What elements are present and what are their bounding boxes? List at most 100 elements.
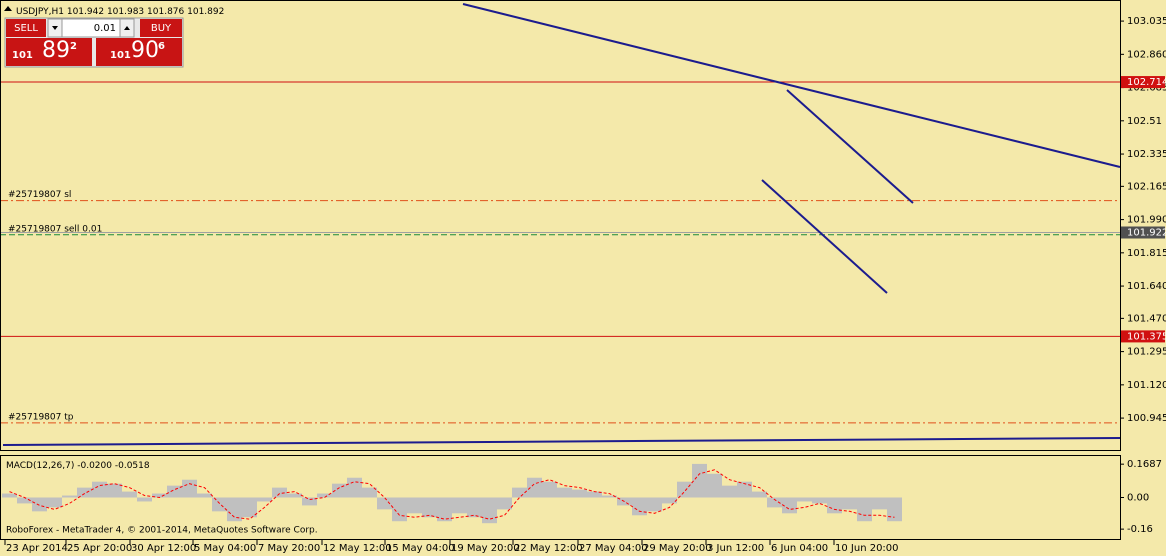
- macd-bar: [47, 497, 62, 508]
- lot-value[interactable]: 0.01: [94, 23, 116, 34]
- bid-label: 101.922: [1127, 228, 1166, 239]
- macd-bar: [557, 487, 572, 498]
- macd-bar: [482, 497, 497, 524]
- y-tick-label: 101.295: [1127, 347, 1166, 358]
- macd-bar: [587, 491, 602, 498]
- macd-bar: [137, 497, 152, 502]
- macd-bar: [167, 485, 182, 498]
- macd-bar: [452, 497, 467, 514]
- macd-bar: [287, 493, 302, 498]
- macd-bar: [77, 487, 92, 498]
- x-tick-label: 12 May 12:00: [323, 543, 392, 554]
- macd-pane: MACD(12,26,7) -0.0200 -0.0518: [2, 461, 902, 524]
- macd-bar: [602, 495, 617, 498]
- level-label: 102.714: [1127, 77, 1166, 88]
- x-tick-label: 22 May 12:00: [514, 543, 583, 554]
- macd-bar: [887, 497, 902, 522]
- lot-down-icon: [52, 26, 58, 30]
- macd-bar: [662, 497, 677, 504]
- macd-bar: [2, 493, 17, 498]
- x-tick-label: 25 Apr 20:00: [67, 543, 132, 554]
- macd-bar: [857, 497, 872, 522]
- sell-label[interactable]: SELL: [14, 23, 38, 34]
- macd-bar: [512, 487, 527, 498]
- macd-bar: [92, 481, 107, 498]
- low: 101.876: [147, 7, 184, 17]
- macd-bar: [722, 485, 737, 498]
- macd-bar: [122, 491, 137, 498]
- trend-line: [786, 89, 914, 204]
- macd-bar: [647, 497, 662, 512]
- order-label: #25719807 tp: [8, 412, 74, 422]
- macd-bar: [542, 481, 557, 498]
- macd-bar: [347, 477, 362, 498]
- macd-bar: [362, 487, 377, 498]
- buy-label[interactable]: BUY: [151, 23, 172, 34]
- sell-price-pips[interactable]: 89: [42, 38, 70, 63]
- y-tick-label: 0.00: [1127, 493, 1149, 504]
- x-tick-label: 15 May 04:00: [386, 543, 455, 554]
- macd-bar: [812, 497, 827, 504]
- macd-bar: [272, 487, 287, 498]
- order-label: #25719807 sell 0.01: [8, 224, 102, 234]
- macd-bar: [572, 489, 587, 498]
- macd-bar: [677, 481, 692, 498]
- macd-bar: [527, 477, 542, 498]
- chart-header: USDJPY,H1 101.942 101.983 101.876 101.89…: [16, 7, 224, 17]
- macd-bar: [872, 497, 887, 510]
- buy-price-box[interactable]: [96, 38, 182, 66]
- y-tick-label: 102.165: [1127, 181, 1166, 192]
- x-tick-label: 27 May 04:00: [579, 543, 648, 554]
- bid-tag: [1121, 226, 1165, 239]
- y-tick-label: 101.470: [1127, 313, 1166, 324]
- x-tick-label: 19 May 20:00: [451, 543, 520, 554]
- y-tick-label: 101.815: [1127, 248, 1166, 259]
- x-tick-label: 23 Apr 2014: [6, 543, 68, 554]
- buy-price-pips[interactable]: 90: [131, 38, 159, 63]
- level-tag: [1121, 330, 1165, 343]
- trend-line: [2, 437, 1121, 446]
- macd-bar: [62, 495, 77, 498]
- y-tick-label: 103.035: [1127, 16, 1166, 27]
- buy-price-point[interactable]: 6: [158, 41, 165, 52]
- y-tick-label: 100.945: [1127, 413, 1166, 424]
- sell-button[interactable]: [6, 19, 46, 37]
- close: 101.892: [187, 7, 224, 17]
- y-tick-label: 0.1687: [1127, 459, 1162, 470]
- macd-bar: [32, 497, 47, 512]
- macd-bar: [422, 497, 437, 518]
- macd-bar: [392, 497, 407, 522]
- level-label: 101.375: [1127, 331, 1166, 342]
- signal-line: [9, 469, 895, 520]
- price-frame: [0, 0, 1121, 451]
- macd-bar: [437, 497, 452, 522]
- y-tick-label: 102.335: [1127, 149, 1166, 160]
- macd-bar: [242, 497, 257, 518]
- sell-price-big[interactable]: 101: [12, 50, 33, 61]
- sell-price-box[interactable]: [6, 38, 92, 66]
- macd-bar: [692, 463, 707, 498]
- x-tick-label: 5 May 04:00: [194, 543, 256, 554]
- y-tick-label: 102.860: [1127, 49, 1166, 60]
- sell-price-point[interactable]: 2: [70, 41, 77, 52]
- macd-readout: -0.0200: [77, 461, 112, 471]
- macd-bar: [737, 481, 752, 498]
- x-tick-label: 3 Jun 12:00: [707, 543, 764, 554]
- macd-bar: [257, 497, 272, 502]
- one-click-panel: SELL 0.01 BUY 101 89 2 101 90 6: [4, 17, 184, 68]
- macd-bar: [797, 497, 812, 502]
- buy-button[interactable]: [140, 19, 182, 37]
- buy-price-big[interactable]: 101: [110, 50, 131, 61]
- collapse-icon[interactable]: [4, 6, 12, 11]
- x-tick-label: 6 Jun 04:00: [771, 543, 828, 554]
- x-tick-label: 30 Apr 12:00: [131, 543, 196, 554]
- price-pane: #25719807 sl #25719807 sell 0.01 #25719807…: [0, 81, 1120, 424]
- macd-bar: [332, 483, 347, 498]
- y-tick-label: 101.990: [1127, 215, 1166, 226]
- y-tick-label: 102.685: [1127, 83, 1166, 94]
- macd-bar: [752, 491, 767, 498]
- macd-bar: [212, 497, 227, 512]
- open: 101.942: [67, 7, 104, 17]
- x-tick-label: 29 May 20:00: [643, 543, 712, 554]
